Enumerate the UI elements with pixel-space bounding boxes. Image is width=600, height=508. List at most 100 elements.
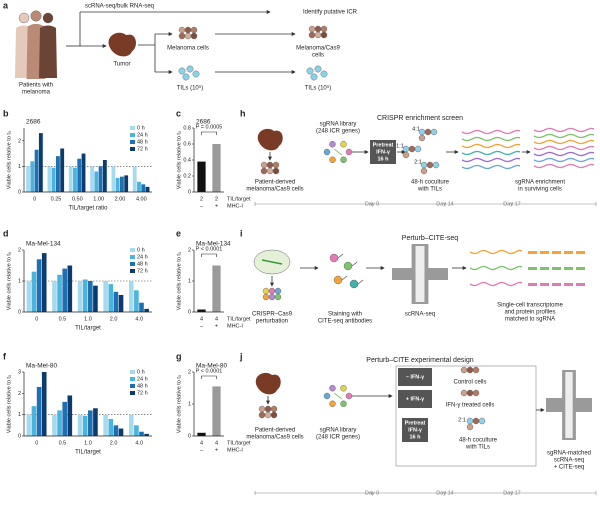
legend-label: 0 h (137, 247, 145, 253)
bar (41, 372, 47, 436)
cell (414, 145, 422, 153)
panel-label: b (3, 108, 9, 118)
condition-box (398, 390, 432, 408)
bar (36, 386, 42, 436)
label: scRNA-seq (405, 312, 435, 318)
cell (268, 287, 276, 295)
cell (408, 145, 416, 153)
row-label: MHC-I (227, 323, 243, 329)
cell (178, 67, 186, 75)
chart-title: 2686 (196, 119, 211, 126)
label: Melanoma/Cas9 (296, 46, 340, 52)
x-tick-label: 4 (215, 440, 218, 446)
bar (51, 167, 56, 192)
cell (184, 32, 192, 40)
label: melanoma (22, 90, 51, 96)
legend-swatch (130, 255, 135, 259)
legend-swatch (130, 377, 135, 381)
label: with TILs (417, 187, 442, 193)
row-label: MHC-I (227, 203, 243, 209)
label: CITE-seq antibodies (318, 319, 372, 325)
bar (56, 156, 60, 192)
bar (108, 418, 114, 436)
bar (145, 186, 150, 192)
bar (197, 309, 206, 312)
p-value: P = 0.0005 (196, 124, 223, 130)
label: Melanoma cells (167, 46, 209, 52)
cell (349, 279, 359, 289)
bar (31, 406, 37, 436)
bar (212, 144, 221, 192)
cell (329, 400, 336, 407)
panel-label: j (239, 351, 243, 361)
bar (52, 281, 57, 312)
condition-box (398, 368, 432, 386)
label: (248 ICR genes) (316, 435, 360, 441)
label: CRISPR–Cas9 (252, 312, 293, 318)
x-tick-label: – (200, 203, 204, 209)
protein-profile (564, 267, 573, 270)
timeline-label: Day 17 (503, 201, 520, 207)
bar (93, 285, 98, 312)
cell (340, 140, 347, 148)
legend-label: 48 h (137, 383, 148, 389)
bar (31, 271, 37, 312)
y-tick-label: 1 (18, 278, 21, 284)
panel-label: c (176, 108, 181, 118)
cell (420, 161, 428, 169)
bar (67, 265, 73, 312)
bar (77, 158, 82, 192)
label: in surviving cells (518, 187, 562, 193)
bar (134, 290, 139, 312)
y-tick-label: 0 (188, 309, 191, 315)
bar (118, 294, 124, 312)
label: Pretreat (373, 142, 394, 148)
legend-swatch (130, 248, 135, 252)
timeline-label: Day 14 (436, 490, 453, 496)
bar (82, 415, 88, 436)
legend-swatch (130, 269, 135, 273)
protein-profile (552, 251, 561, 254)
legend-label: 48 h (137, 139, 148, 145)
label: scRNA-seq/bulk RNA-seq (85, 4, 154, 10)
cell (274, 293, 282, 301)
label: Identify putative ICR (303, 10, 358, 16)
legend-label: 48 h (137, 261, 148, 267)
connector (351, 261, 358, 267)
bar (113, 291, 119, 312)
y-tick-label: 2 (18, 247, 21, 253)
y-tick-label: 0 (18, 309, 21, 315)
label: Staining with (328, 312, 362, 318)
cell (258, 405, 266, 413)
sgrna-read (461, 143, 521, 149)
panel-label: g (176, 351, 182, 361)
y-tick-label: 2 (18, 138, 21, 144)
bar (62, 268, 68, 312)
label: 1:1 (396, 143, 404, 149)
label: sgRNA library (320, 122, 357, 128)
cell (329, 385, 336, 392)
y-tick-label: 1 (18, 412, 21, 418)
cell (460, 366, 468, 374)
cell (178, 26, 186, 34)
x-tick-label: + (215, 447, 218, 453)
cell (272, 167, 280, 175)
sgrna-read (461, 150, 521, 156)
label: matched to sgRNA (505, 317, 555, 323)
timeline-label: Day 0 (365, 201, 379, 207)
x-tick-label: 0.5 (59, 316, 67, 322)
sgrna-read (461, 136, 521, 142)
tumor (255, 372, 281, 395)
cell (266, 161, 274, 169)
label: Tumor (113, 62, 130, 68)
bar (77, 414, 83, 436)
bar (98, 166, 103, 192)
sgrna-read (533, 145, 595, 151)
chip-channel (415, 246, 425, 302)
cell (190, 26, 198, 34)
cell (262, 287, 270, 295)
protein-profile (564, 283, 573, 286)
bar (38, 133, 43, 192)
sgrna-read (469, 249, 523, 255)
label: Single-cell transcriptome (497, 303, 563, 309)
